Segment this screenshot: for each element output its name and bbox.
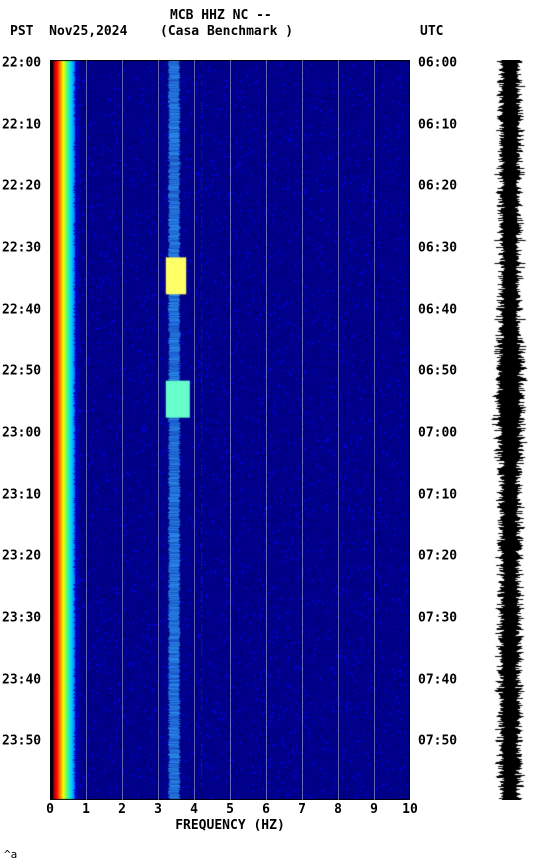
- x-tick-label: 10: [402, 802, 418, 817]
- waveform-canvas: [490, 60, 530, 800]
- spectrogram-canvas: [50, 60, 410, 800]
- utc-tick-label: 06:50: [418, 364, 457, 379]
- left-tz-label: PST: [10, 24, 33, 39]
- date-label: Nov25,2024: [49, 24, 127, 39]
- pst-tick-label: 23:40: [2, 672, 41, 687]
- utc-tick-label: 06:00: [418, 56, 457, 71]
- right-tz-label: UTC: [420, 24, 443, 39]
- pst-tick-label: 22:30: [2, 241, 41, 256]
- x-tick-label: 7: [298, 802, 306, 817]
- pst-tick-label: 23:50: [2, 734, 41, 749]
- pst-tick-label: 23:20: [2, 549, 41, 564]
- utc-tick-label: 07:50: [418, 734, 457, 749]
- utc-tick-label: 06:20: [418, 179, 457, 194]
- spectrogram-plot: [50, 60, 410, 800]
- x-tick-label: 2: [118, 802, 126, 817]
- utc-tick-label: 07:00: [418, 426, 457, 441]
- pst-tick-label: 22:50: [2, 364, 41, 379]
- utc-tick-label: 06:40: [418, 302, 457, 317]
- x-tick-label: 0: [46, 802, 54, 817]
- header-left: PST Nov25,2024: [10, 24, 127, 39]
- x-tick-label: 4: [190, 802, 198, 817]
- station-subtitle: (Casa Benchmark ): [160, 24, 293, 39]
- x-tick-label: 3: [154, 802, 162, 817]
- utc-tick-label: 06:10: [418, 117, 457, 132]
- pst-tick-label: 23:00: [2, 426, 41, 441]
- station-channel-title: MCB HHZ NC --: [170, 8, 272, 23]
- utc-tick-label: 06:30: [418, 241, 457, 256]
- x-tick-label: 6: [262, 802, 270, 817]
- pst-tick-label: 22:40: [2, 302, 41, 317]
- pst-tick-label: 22:00: [2, 56, 41, 71]
- pst-tick-label: 23:10: [2, 487, 41, 502]
- pst-tick-label: 22:10: [2, 117, 41, 132]
- pst-tick-label: 23:30: [2, 611, 41, 626]
- footer-mark: ^a: [4, 848, 17, 861]
- utc-tick-label: 07:10: [418, 487, 457, 502]
- waveform-panel: [490, 60, 530, 800]
- utc-tick-label: 07:30: [418, 611, 457, 626]
- x-tick-label: 9: [370, 802, 378, 817]
- pst-tick-label: 22:20: [2, 179, 41, 194]
- utc-tick-label: 07:20: [418, 549, 457, 564]
- utc-tick-label: 07:40: [418, 672, 457, 687]
- x-tick-label: 8: [334, 802, 342, 817]
- x-tick-label: 5: [226, 802, 234, 817]
- x-tick-label: 1: [82, 802, 90, 817]
- x-axis-label: FREQUENCY (HZ): [50, 818, 410, 833]
